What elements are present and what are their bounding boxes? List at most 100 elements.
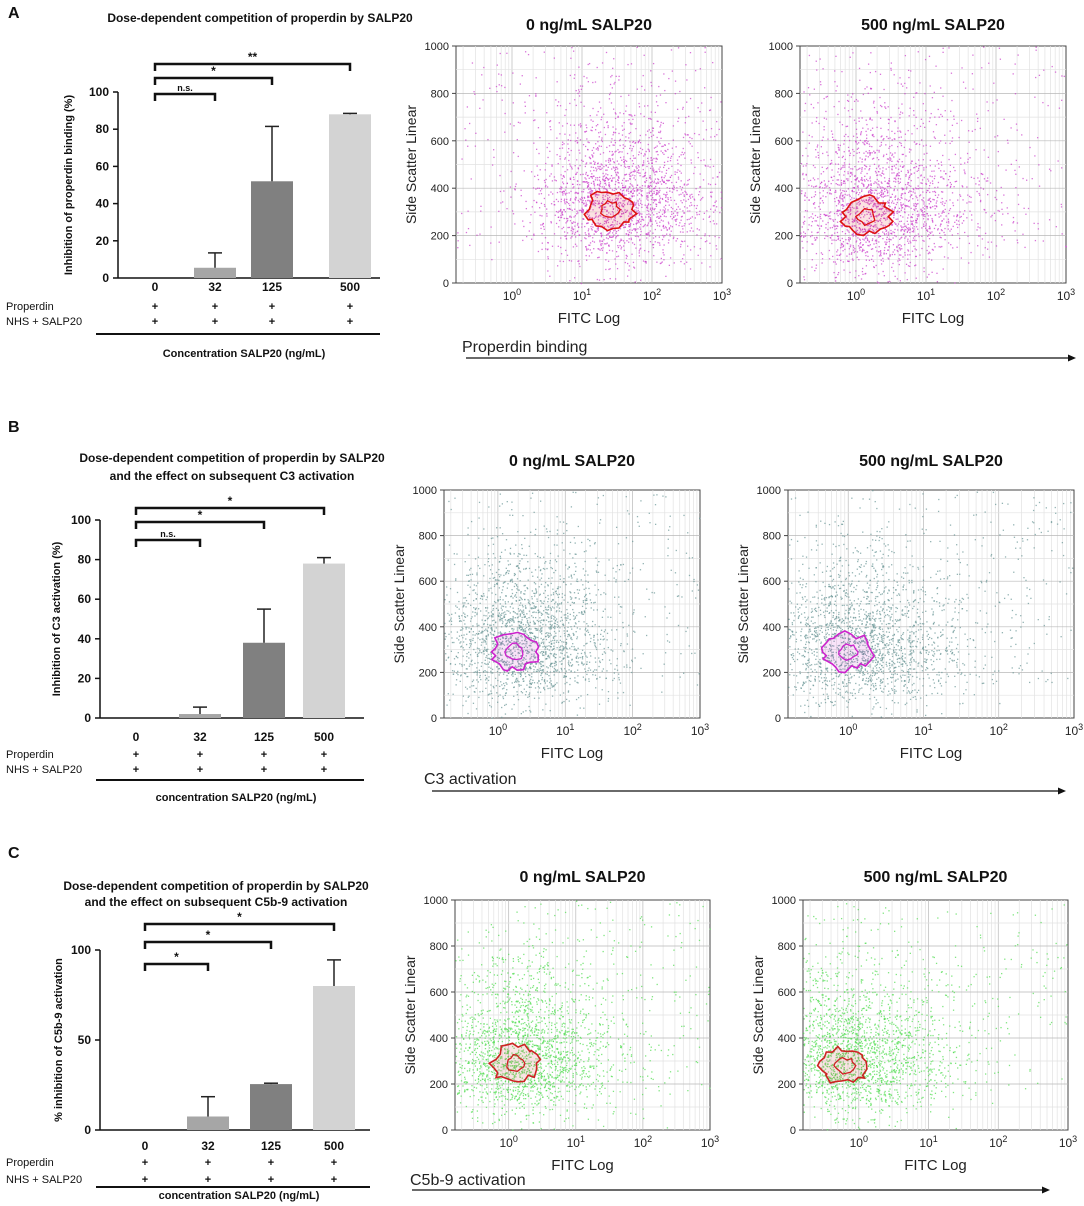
scatter-point: [1007, 212, 1009, 215]
scatter-point: [901, 187, 904, 190]
scatter-point: [603, 180, 606, 182]
scatter-point: [865, 150, 867, 153]
scatter-point: [855, 98, 858, 101]
scatter-point: [863, 231, 865, 233]
scatter-point: [649, 176, 651, 179]
scatter-point: [835, 139, 837, 141]
scatter-point: [679, 186, 681, 188]
scatter-point: [1029, 146, 1031, 149]
scatter-point: [905, 175, 907, 177]
scatter-point: [867, 234, 869, 236]
scatter-point: [830, 193, 833, 195]
scatter-point: [867, 185, 869, 188]
scatter-point: [909, 174, 911, 177]
scatter-point: [855, 133, 858, 135]
scatter-point: [574, 74, 576, 76]
scatter-point: [833, 239, 835, 241]
scatter-point: [855, 220, 858, 222]
scatter-point: [838, 174, 841, 176]
scatter-point: [1006, 139, 1009, 141]
scatter-point: [587, 248, 589, 250]
scatter-point: [933, 227, 936, 230]
scatter-point: [920, 208, 922, 210]
scatter-point: [861, 117, 863, 119]
scatter-point: [498, 612, 500, 614]
scatter-point: [851, 174, 853, 176]
scatter-point: [882, 260, 884, 262]
scatter-point: [623, 165, 626, 167]
scatter-point: [964, 172, 966, 175]
scatter-point: [868, 200, 870, 202]
scatter-point: [591, 229, 593, 231]
scatter-point: [631, 195, 633, 197]
scatter-point: [550, 221, 552, 223]
scatter-point: [653, 180, 656, 182]
scatter-point: [833, 198, 836, 200]
scatter-point: [621, 204, 623, 206]
scatter-point: [913, 209, 916, 211]
scatter-point: [668, 223, 670, 225]
scatter-point: [635, 222, 637, 225]
scatter-point: [660, 150, 662, 152]
scatter-point: [594, 193, 596, 196]
scatter-point: [802, 173, 804, 176]
scatter-point: [710, 208, 712, 210]
scatter-point: [842, 204, 844, 206]
scatter-point: [720, 101, 722, 103]
scatter-point: [983, 149, 985, 151]
scatter-point: [621, 159, 623, 161]
scatter-point: [660, 124, 662, 126]
scatter-point: [927, 180, 930, 182]
scatter-point: [970, 201, 972, 203]
scatter-point: [613, 216, 616, 219]
scatter-point: [881, 203, 884, 205]
scatter-point: [600, 236, 603, 238]
scatter-point: [604, 217, 607, 219]
scatter-point: [941, 176, 943, 178]
scatter-point: [810, 103, 812, 106]
scatter-point: [670, 199, 672, 201]
scatter-point: [891, 253, 893, 256]
scatter-point: [506, 689, 508, 691]
scatter-point: [709, 242, 711, 244]
scatter-point: [572, 221, 575, 223]
scatter-point: [600, 232, 603, 234]
scatter-point: [1014, 230, 1016, 232]
scatter-point: [675, 208, 678, 211]
scatter-point: [503, 685, 506, 687]
scatter-point: [827, 228, 829, 231]
scatter-point: [599, 205, 602, 207]
scatter-point: [870, 200, 872, 203]
scatter-point: [905, 226, 908, 229]
scatter-point: [597, 148, 599, 150]
scatter-point: [893, 211, 895, 214]
scatter-point: [611, 189, 614, 191]
scatter-point: [815, 156, 817, 158]
scatter-point: [848, 219, 850, 221]
scatter-point: [492, 672, 494, 674]
scatter-point: [628, 226, 631, 228]
scatter-point: [621, 205, 623, 207]
scatter-point: [812, 177, 815, 179]
scatter-point: [1014, 169, 1016, 172]
scatter-point: [813, 237, 816, 239]
scatter-point: [949, 142, 951, 145]
scatter-point: [641, 148, 644, 151]
scatter-point: [886, 238, 888, 241]
scatter-point: [825, 168, 828, 170]
scatter-point: [572, 557, 574, 559]
scatter-point: [874, 181, 876, 183]
scatter-point: [584, 177, 586, 179]
scatter-point: [850, 209, 852, 211]
scatter-point: [616, 221, 619, 223]
scatter-point: [533, 233, 535, 235]
scatter-point: [628, 225, 630, 228]
scatter-point: [868, 259, 871, 262]
scatter-point: [629, 229, 631, 231]
scatter-point: [610, 218, 612, 220]
scatter-point: [596, 168, 598, 170]
scatter-point: [801, 240, 803, 243]
scatter-point: [598, 179, 601, 181]
scatter-point: [539, 683, 542, 685]
scatter-point: [979, 194, 981, 196]
